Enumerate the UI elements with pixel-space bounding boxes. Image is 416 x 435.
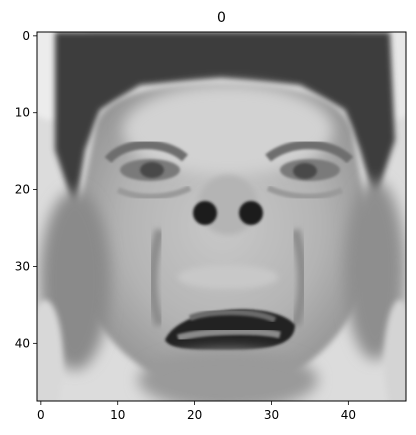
x-axis: 0 10 20 30 40 xyxy=(37,401,356,422)
x-tick-label: 0 xyxy=(37,408,45,422)
y-tick-label: 10 xyxy=(15,106,30,120)
y-tick-label: 20 xyxy=(15,183,30,197)
y-tick-label: 30 xyxy=(15,259,30,273)
axes-frame xyxy=(36,31,407,402)
chart-title: 0 xyxy=(217,10,226,26)
x-tick-label: 40 xyxy=(341,408,356,422)
y-tick-label: 0 xyxy=(22,29,30,43)
y-tick-label: 40 xyxy=(15,336,30,350)
y-axis: 0 10 20 30 40 xyxy=(15,29,37,350)
face-image xyxy=(37,32,406,401)
x-tick-label: 20 xyxy=(187,408,202,422)
x-tick-label: 30 xyxy=(264,408,279,422)
x-tick-label: 10 xyxy=(110,408,125,422)
